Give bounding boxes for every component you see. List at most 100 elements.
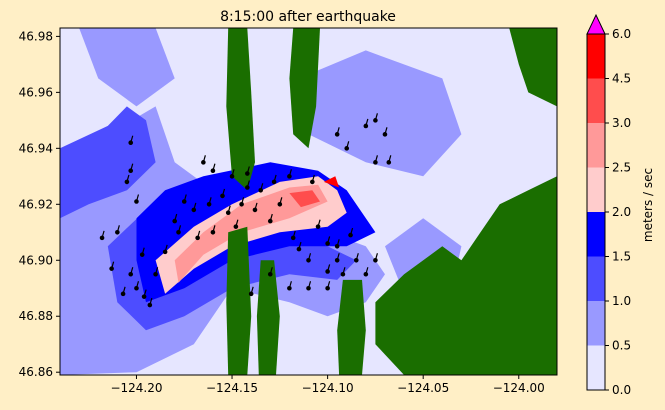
drifter-8	[128, 271, 134, 277]
plot-frame	[59, 27, 558, 376]
drifter-15	[176, 229, 181, 235]
y-tick-label-3: 46.92	[19, 197, 53, 211]
speed-region-10	[174, 184, 328, 283]
drifter-4	[128, 140, 134, 146]
colorbar-label: meters / sec	[641, 168, 655, 242]
drifter-6	[134, 199, 139, 204]
drifter-60	[325, 285, 330, 291]
x-tick-label-1: −124.15	[206, 381, 258, 395]
drifter-35	[310, 179, 315, 185]
drifter-62	[134, 285, 139, 291]
drifter-40	[340, 271, 346, 277]
y-tick-label-5: 46.96	[19, 85, 53, 99]
drifter-51	[386, 160, 392, 165]
x-tick-label-4: −124.00	[493, 381, 545, 395]
chart-title: 8:15:00 after earthquake	[220, 9, 396, 25]
drifter-30	[277, 201, 283, 207]
drifter-47	[363, 123, 369, 129]
colorbar-tick-label-2: 1.0	[612, 294, 631, 308]
y-tick-label-1: 46.88	[19, 309, 53, 323]
y-tick-label-6: 46.98	[19, 29, 53, 43]
drifter-22	[225, 210, 231, 215]
drifter-61	[334, 257, 340, 263]
drifter-3	[124, 179, 130, 185]
drifter-42	[353, 257, 359, 263]
land-region-3	[289, 28, 320, 149]
drifter-18	[195, 235, 200, 241]
drifter-17	[191, 207, 197, 213]
drifter-55	[245, 171, 250, 176]
drifter-28	[267, 218, 273, 224]
drifter-36	[315, 224, 321, 229]
drifter-54	[229, 174, 235, 179]
drifter-12	[153, 271, 158, 277]
y-axis: 46.86 46.88 46.90 46.92 46.94 46.96 46.98	[19, 29, 60, 379]
colorbar-tick-label-4: 2.0	[612, 205, 631, 219]
drifter-31	[287, 174, 292, 179]
colorbar-tick-label-1: 0.5	[612, 339, 631, 353]
speed-region-2	[79, 28, 175, 107]
colorbar-tick-label-6: 3.0	[612, 116, 631, 130]
colorbar-tick-label-8: 6.0	[612, 27, 631, 41]
colorbar: 0.0 0.5 1.0 1.5 2.0 2.5 3.0 4.5 6.0	[586, 13, 631, 397]
drifter-45	[334, 132, 340, 137]
drifter-53	[210, 168, 216, 174]
drifter-59	[306, 285, 311, 291]
colorbar-band-7	[587, 34, 605, 79]
land-region-5	[375, 176, 557, 375]
drifter-38	[325, 269, 330, 274]
drifter-34	[306, 257, 311, 263]
colorbar-band-5	[587, 123, 605, 168]
colorbar-extend-arrow	[586, 13, 606, 35]
x-tick-label-3: −124.05	[397, 381, 449, 395]
colorbar-band-0	[587, 345, 605, 390]
drifter-52	[201, 160, 206, 165]
drifter-9	[139, 252, 145, 257]
x-tick-label-2: −124.10	[302, 381, 354, 395]
drifter-21	[220, 193, 225, 199]
drifter-16	[181, 199, 187, 204]
drifter-49	[373, 160, 378, 165]
drifter-2	[115, 229, 120, 235]
speed-region-3	[298, 50, 462, 177]
drifter-tracks	[99, 113, 392, 308]
colorbar-band-2	[587, 256, 605, 301]
drifter-14	[172, 218, 177, 224]
colorbar-band-6	[587, 78, 605, 123]
drifter-56	[248, 291, 254, 297]
colorbar-band-4	[587, 167, 605, 212]
colorbar-tick-label-5: 2.5	[612, 161, 631, 175]
colorbar-band-3	[587, 212, 605, 257]
drifter-23	[233, 224, 239, 229]
drifter-39	[334, 243, 340, 249]
drifter-7	[120, 291, 126, 297]
drifter-48	[373, 118, 378, 123]
speed-region-11	[289, 190, 320, 208]
y-tick-label-4: 46.94	[19, 141, 53, 155]
drifter-57	[267, 271, 273, 277]
x-tick-label-0: −124.20	[110, 381, 162, 395]
land-region-0	[226, 28, 255, 191]
colorbar-tick-label-0: 0.0	[612, 383, 631, 397]
speed-region-12	[323, 176, 340, 188]
drifter-27	[258, 188, 264, 193]
colorbar-tick-label-3: 1.5	[612, 250, 631, 264]
plot-area	[59, 27, 558, 376]
drifter-29	[271, 179, 277, 185]
drifter-11	[147, 302, 153, 308]
drifter-37	[325, 241, 330, 246]
drifter-43	[363, 271, 369, 277]
land-region-2	[256, 260, 280, 375]
land-region-6	[509, 28, 557, 107]
drifter-13	[162, 249, 168, 255]
drifter-41	[348, 232, 353, 238]
drifter-58	[287, 285, 292, 291]
drifter-20	[210, 229, 216, 235]
speed-region-6	[60, 106, 156, 219]
drifter-1	[109, 266, 114, 271]
drifter-50	[382, 132, 388, 137]
land-region-1	[226, 226, 252, 375]
y-tick-label-0: 46.86	[19, 365, 53, 379]
drifter-32	[290, 235, 296, 241]
